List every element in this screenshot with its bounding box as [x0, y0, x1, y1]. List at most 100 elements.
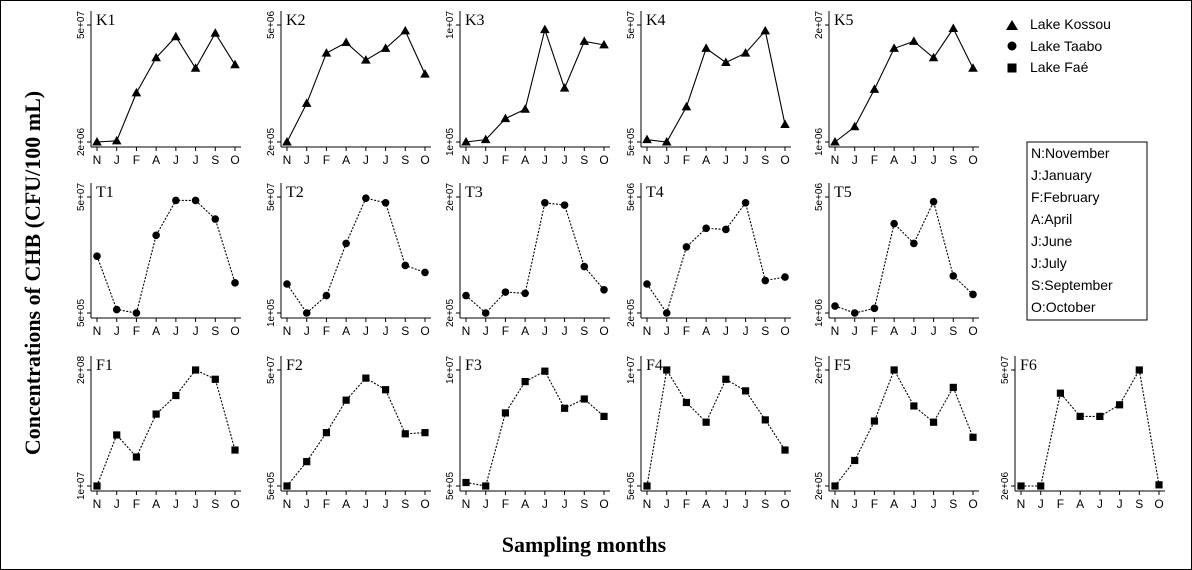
legend-item-kossou: Lake Kossou — [1006, 16, 1111, 32]
x-tick-label: J — [743, 324, 749, 338]
x-tick-label: J — [562, 153, 568, 167]
panel-title: T1 — [96, 184, 114, 201]
series-line — [834, 200, 974, 314]
x-tick-label: S — [580, 324, 588, 338]
y-tick-label: 5e+05 — [445, 472, 456, 501]
x-tick-label: A — [342, 497, 350, 511]
x-tick-label: S — [761, 497, 769, 511]
x-tick-label: N — [462, 324, 471, 338]
x-tick-label: J — [114, 497, 120, 511]
series-line — [465, 202, 605, 314]
x-tick-label: S — [949, 497, 957, 511]
panel-title: F5 — [834, 357, 851, 374]
abbreviation-item: F:February — [1031, 189, 1099, 205]
y-tick-label: 2e+05 — [814, 472, 825, 501]
x-tick-label: F — [871, 324, 878, 338]
data-point — [521, 378, 529, 386]
data-point — [482, 482, 490, 490]
data-point — [462, 291, 470, 300]
y-tick-label: 5e+07 — [76, 183, 87, 212]
x-tick-label: J — [664, 324, 670, 338]
x-tick-label: A — [521, 324, 529, 338]
data-point — [321, 48, 332, 57]
data-point — [211, 375, 219, 383]
y-tick-label: 5e+07 — [1000, 356, 1011, 385]
x-tick-label: F — [871, 497, 878, 511]
data-point — [1056, 389, 1065, 397]
data-point — [381, 386, 390, 394]
data-point — [702, 224, 710, 233]
series-line — [1021, 368, 1160, 487]
data-point — [113, 431, 121, 439]
data-point — [599, 39, 609, 49]
data-point — [93, 482, 101, 490]
triangle-marker-icon — [1006, 20, 1018, 30]
y-tick-label: 5e+06 — [266, 11, 277, 40]
data-point — [643, 280, 651, 288]
x-tick-label: F — [871, 153, 878, 167]
x-tick-label: J — [483, 324, 489, 338]
data-point — [462, 478, 470, 487]
x-tick-label: F — [502, 153, 509, 167]
x-tick-label: O — [230, 324, 239, 338]
x-tick-label: J — [173, 153, 179, 167]
x-tick-label: A — [342, 153, 350, 167]
y-tick-label: 2e+07 — [814, 356, 825, 385]
x-tick-label: O — [1154, 497, 1163, 511]
series-line — [465, 27, 605, 143]
data-point — [230, 59, 240, 69]
data-point — [322, 291, 331, 300]
data-point — [969, 290, 977, 299]
panel-title: T4 — [646, 184, 664, 201]
data-point — [831, 302, 839, 310]
x-tick-label: J — [723, 153, 729, 167]
data-point — [361, 55, 371, 64]
abbreviation-item: J:July — [1031, 255, 1067, 271]
x-tick-label: J — [562, 324, 568, 338]
data-point — [282, 137, 292, 146]
x-tick-label: O — [780, 153, 789, 167]
x-tick-label: F — [502, 324, 509, 338]
x-tick-label: S — [949, 153, 957, 167]
x-tick-label: J — [383, 497, 389, 511]
data-point — [171, 31, 181, 41]
data-point — [643, 482, 651, 490]
data-point — [191, 196, 200, 205]
y-tick-label: 1e+07 — [76, 472, 87, 501]
x-tick-label: A — [890, 497, 898, 511]
panel-title: F1 — [96, 357, 113, 374]
x-tick-label: A — [1076, 497, 1084, 511]
x-tick-label: N — [93, 497, 102, 511]
x-tick-label: N — [831, 497, 840, 511]
x-tick-label: J — [193, 324, 199, 338]
x-tick-label: J — [1097, 497, 1103, 511]
data-point — [1096, 412, 1104, 420]
data-point — [830, 137, 840, 146]
data-point — [761, 416, 769, 424]
data-point — [681, 101, 692, 111]
data-point — [949, 383, 957, 391]
data-point — [642, 134, 652, 144]
y-tick-label: 2e+08 — [76, 356, 87, 385]
panel-title: K1 — [96, 12, 116, 29]
data-point — [342, 396, 350, 404]
data-point — [580, 395, 588, 403]
y-tick-label: 5e+06 — [814, 183, 825, 212]
data-point — [152, 410, 160, 418]
panel-title: F4 — [646, 357, 663, 374]
data-point — [421, 268, 429, 277]
data-point — [191, 366, 200, 374]
x-tick-label: J — [173, 497, 179, 511]
data-point — [131, 87, 142, 97]
data-point — [303, 458, 311, 466]
x-tick-label: J — [931, 497, 937, 511]
data-point — [890, 219, 898, 228]
data-point — [780, 119, 790, 128]
data-point — [283, 482, 291, 490]
